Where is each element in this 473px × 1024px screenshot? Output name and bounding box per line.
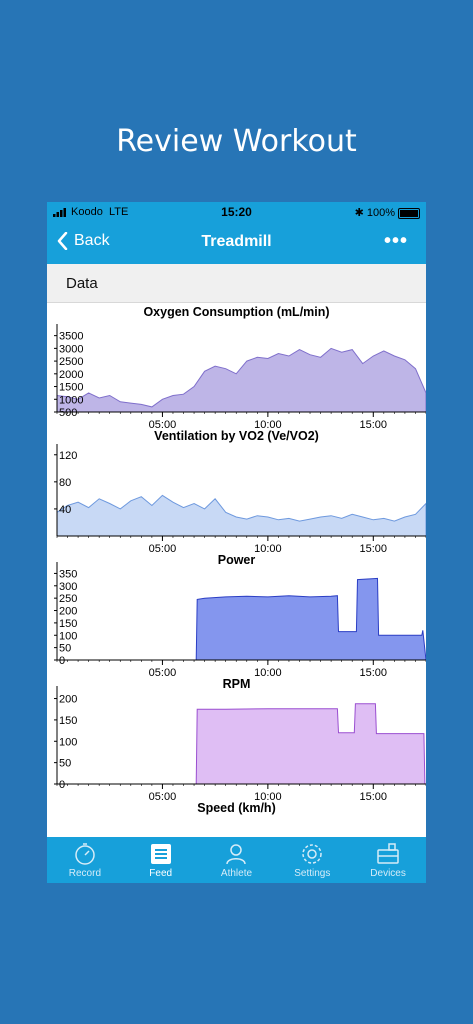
tab-athlete[interactable]: Athlete [199,837,275,883]
series-area [56,347,426,413]
x-tick-label: 10:00 [254,419,282,431]
network-type: LTE [108,206,129,218]
y-tick-label: 80 [59,477,71,489]
tab-settings-label: Settings [294,868,331,879]
y-tick-label: 3500 [59,331,83,343]
tab-bar: Record Feed Athlete Settings [47,837,426,883]
y-tick-label: 0 [59,655,65,667]
list-icon [150,844,171,864]
stopwatch-icon [75,843,95,865]
tab-settings[interactable]: Settings [274,837,350,883]
y-tick-label: 2500 [59,356,83,368]
y-tick-label: 200 [59,694,77,706]
y-tick-label: 250 [59,593,77,605]
y-tick-label: 1000 [59,394,83,406]
chevron-left-icon [57,232,68,250]
chart-title: Ventilation by VO2 (Ve/VO2) [154,429,319,443]
y-tick-label: 200 [59,606,77,618]
chart-panel-0: Oxygen Consumption (mL/min) 5001000150020… [54,305,426,431]
bluetooth-icon: ✱ [354,207,364,219]
y-tick-label: 100 [59,630,77,642]
chart-panel-4: Speed (km/h) [197,801,276,815]
y-tick-label: 150 [59,715,77,727]
person-icon [226,844,247,865]
signal-icon [53,207,66,217]
toolbox-icon [377,843,399,864]
tab-devices-label: Devices [370,868,406,879]
charts-scroll-area[interactable]: Oxygen Consumption (mL/min) 500 1000 1500 20… [47,302,426,837]
carrier-name: Koodo [71,206,103,218]
series-area [57,703,426,785]
tab-record-label: Record [68,868,102,879]
gear-icon [302,844,323,864]
y-tick-label: 3000 [59,343,83,355]
page-headline: Review Workout [116,124,357,159]
tab-record[interactable]: Record [47,837,123,883]
nav-bar: Back Treadmill ••• [47,222,426,264]
chart-title: RPM [223,677,251,691]
chart-panel-3: RPM 0 50 100 150 200 05:00 10:00 15:00 [54,677,426,803]
charts-svg: Oxygen Consumption (mL/min)5001000150020… [54,305,426,815]
tab-athlete-label: Athlete [220,868,253,879]
status-bar: Koodo LTE 15:20 ✱ 100% [47,202,426,222]
section-header: Data [47,264,426,303]
phone-screen: Koodo LTE 15:20 ✱ 100% Back Treadmill ••… [47,202,426,883]
x-tick-label: 15:00 [360,667,388,679]
y-tick-label: 1500 [59,382,83,394]
y-tick-label: 100 [59,736,77,748]
y-tick-label: 120 [59,450,77,462]
chart-title: Oxygen Consumption (mL/min) [143,305,329,319]
y-tick-label: 40 [59,504,71,516]
x-tick-label: 10:00 [254,791,282,803]
y-tick-label: 50 [59,758,71,770]
tab-devices[interactable]: Devices [350,837,426,883]
x-tick-label: 10:00 [254,543,282,555]
nav-title: Treadmill [201,233,272,250]
battery-status: ✱ 100% [355,206,420,219]
back-label: Back [74,232,110,249]
x-tick-label: 15:00 [360,791,388,803]
tab-feed[interactable]: Feed [123,837,199,883]
x-tick-label: 05:00 [149,419,177,431]
back-button[interactable]: Back [57,232,110,250]
more-options-button[interactable]: ••• [383,230,408,252]
y-tick-label: 0 [59,779,65,791]
x-tick-label: 10:00 [254,667,282,679]
x-tick-label: 05:00 [149,791,177,803]
battery-icon [398,207,420,219]
tab-feed-label: Feed [149,868,173,879]
y-tick-label: 500 [59,407,77,419]
chart-title: Speed (km/h) [197,801,276,815]
y-tick-label: 350 [59,568,77,580]
series-area [57,577,426,661]
y-tick-label: 2000 [59,369,83,381]
y-tick-label: 300 [59,581,77,593]
chart-title: Power [218,553,256,567]
battery-percent: 100% [366,207,395,219]
x-tick-label: 05:00 [149,543,177,555]
y-tick-label: 150 [59,618,77,630]
status-time: 15:20 [221,205,252,219]
y-tick-label: 50 [59,643,71,655]
x-tick-label: 05:00 [149,667,177,679]
section-title: Data [66,275,98,292]
x-tick-label: 15:00 [360,543,388,555]
x-tick-label: 15:00 [360,419,388,431]
chart-panel-1: Ventilation by VO2 (Ve/VO2) 40 80 120 05:00 1… [54,429,426,555]
carrier-info: Koodo LTE [53,206,128,218]
series-area [56,494,426,537]
